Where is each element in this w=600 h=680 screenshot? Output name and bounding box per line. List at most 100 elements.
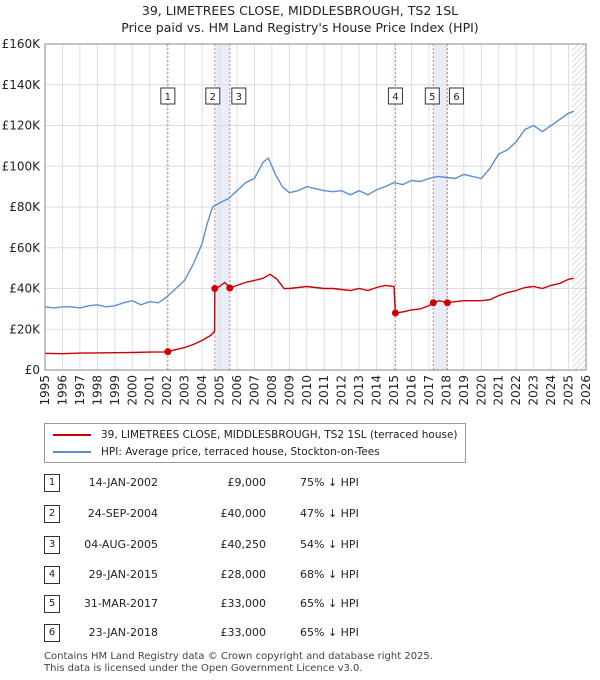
y-tick-label: £160K <box>2 37 42 51</box>
x-tick-label: 2000 <box>125 375 139 406</box>
x-tick-label: 2002 <box>160 375 174 406</box>
x-tick-label: 2021 <box>492 375 506 406</box>
x-tick-label: 1999 <box>108 375 122 406</box>
row-hpi-diff: 65% ↓ HPI <box>300 626 359 639</box>
sale-point <box>226 284 234 292</box>
row-hpi-diff: 47% ↓ HPI <box>300 507 359 520</box>
sale-label-box <box>448 87 464 105</box>
sale-label-text: 1 <box>165 92 171 103</box>
legend-item-hpi: HPI: Average price, terraced house, Stoc… <box>53 444 380 460</box>
row-price: £33,000 <box>220 597 267 610</box>
x-tick-label: 2012 <box>335 375 349 406</box>
sale-label-box <box>424 87 440 105</box>
x-tick-label: 2020 <box>474 375 488 406</box>
x-tick-label: 2007 <box>247 375 261 406</box>
x-tick-label: 2014 <box>370 375 384 406</box>
footer-line-1: Contains HM Land Registry data © Crown c… <box>44 651 433 662</box>
row-price: £40,000 <box>220 507 267 520</box>
price-chart: 1 2 3 4 5 6 £0 £20K £40K £60K £80K £100K £120K £140K £… <box>2 37 593 406</box>
plot-frame <box>44 43 587 371</box>
x-tick-label: 1996 <box>55 375 69 406</box>
x-tick-label: 2004 <box>195 375 209 406</box>
table-row: 4 29-JAN-2015 £28,000 68% ↓ HPI <box>0 566 600 584</box>
row-number-badge: 1 <box>44 474 60 492</box>
table-row: 5 31-MAR-2017 £33,000 65% ↓ HPI <box>0 595 600 613</box>
y-tick-label: £80K <box>9 200 41 214</box>
sale-label-text: 4 <box>392 92 398 103</box>
x-tick-label: 1997 <box>73 375 87 406</box>
row-hpi-diff: 68% ↓ HPI <box>300 568 359 581</box>
y-tick-label: £120K <box>2 119 42 133</box>
row-price: £9,000 <box>227 476 267 489</box>
x-tick-label: 2026 <box>579 375 593 406</box>
x-tick-label: 1995 <box>38 375 52 406</box>
legend-swatch-property <box>53 434 91 436</box>
x-tick-label: 2017 <box>422 375 436 406</box>
row-number-badge: 5 <box>44 595 60 613</box>
footer-line-2: This data is licensed under the Open Gov… <box>44 663 363 674</box>
row-hpi-diff: 75% ↓ HPI <box>300 476 359 489</box>
table-row: 6 23-JAN-2018 £33,000 65% ↓ HPI <box>0 624 600 642</box>
sale-label-box <box>387 87 403 105</box>
table-row: 1 14-JAN-2002 £9,000 75% ↓ HPI <box>0 474 600 492</box>
row-hpi-diff: 54% ↓ HPI <box>300 538 359 551</box>
chart-title: 39, LIMETREES CLOSE, MIDDLESBROUGH, TS2 … <box>141 3 459 18</box>
table-row: 2 24-SEP-2004 £40,000 47% ↓ HPI <box>0 505 600 523</box>
sale-point <box>164 348 172 356</box>
row-price: £28,000 <box>220 568 267 581</box>
sale-point <box>211 285 219 292</box>
row-date: 31-MAR-2017 <box>83 597 158 610</box>
x-tick-label: 2005 <box>213 375 227 406</box>
sale-label-text: 6 <box>453 92 459 103</box>
row-hpi-diff: 65% ↓ HPI <box>300 597 359 610</box>
hpi-series-line <box>44 110 575 309</box>
row-date: 29-JAN-2015 <box>88 568 158 581</box>
legend-label-property: 39, LIMETREES CLOSE, MIDDLESBROUGH, TS2 … <box>101 429 458 441</box>
y-tick-label: £40K <box>9 282 41 296</box>
sale-point <box>429 299 437 307</box>
x-tick-label: 2022 <box>509 375 523 406</box>
row-number-badge: 2 <box>44 505 60 523</box>
y-tick-label: £140K <box>2 78 42 92</box>
sale-point <box>443 299 451 307</box>
x-tick-label: 2006 <box>230 375 244 406</box>
legend-swatch-hpi <box>53 451 91 453</box>
y-tick-label: £0 <box>25 363 40 377</box>
footer-notice: Contains HM Land Registry data © Crown c… <box>44 651 433 675</box>
sale-label-text: 3 <box>236 92 242 103</box>
x-tick-label: 2008 <box>265 375 279 406</box>
x-tick-label: 1998 <box>90 375 104 406</box>
legend-item-property: 39, LIMETREES CLOSE, MIDDLESBROUGH, TS2 … <box>53 427 458 443</box>
property-series-line <box>44 273 574 355</box>
row-number-badge: 6 <box>44 624 60 642</box>
x-tick-label: 2023 <box>527 375 541 406</box>
y-tick-label: £60K <box>9 241 41 255</box>
row-price: £33,000 <box>220 626 267 639</box>
x-tick-label: 2016 <box>404 375 418 406</box>
x-tick-label: 2013 <box>352 375 366 406</box>
x-tick-label: 2024 <box>544 375 558 406</box>
x-tick-label: 2018 <box>439 375 453 406</box>
sale-label-text: 2 <box>210 92 216 103</box>
row-number-badge: 4 <box>44 566 60 584</box>
chart-legend: 39, LIMETREES CLOSE, MIDDLESBROUGH, TS2 … <box>44 423 466 463</box>
row-date: 23-JAN-2018 <box>88 626 158 639</box>
row-number-badge: 3 <box>44 536 60 554</box>
sale-label-text: 5 <box>429 92 435 103</box>
sale-label-box <box>231 87 247 105</box>
row-date: 14-JAN-2002 <box>88 476 158 489</box>
x-tick-label: 2003 <box>178 375 192 406</box>
table-row: 3 04-AUG-2005 £40,250 54% ↓ HPI <box>0 536 600 554</box>
x-tick-label: 2009 <box>282 375 296 406</box>
y-tick-label: £100K <box>2 159 42 173</box>
sale-label-box <box>160 87 176 105</box>
y-tick-label: £20K <box>9 322 41 336</box>
x-tick-label: 2001 <box>143 375 157 406</box>
row-date: 04-AUG-2005 <box>84 538 158 551</box>
row-price: £40,250 <box>220 538 267 551</box>
x-tick-label: 2010 <box>300 375 314 406</box>
x-tick-label: 2015 <box>387 375 401 406</box>
x-tick-label: 2025 <box>562 375 576 406</box>
legend-label-hpi: HPI: Average price, terraced house, Stoc… <box>101 446 380 458</box>
chart-subtitle: Price paid vs. HM Land Registry's House … <box>121 20 479 35</box>
